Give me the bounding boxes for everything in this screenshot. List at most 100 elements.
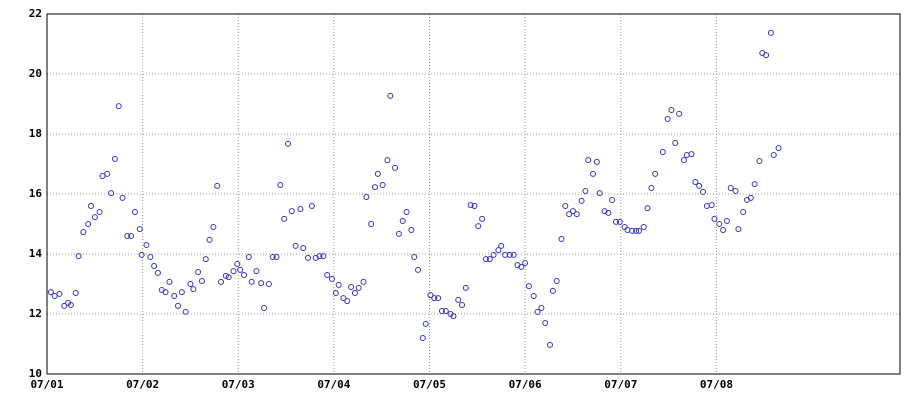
point	[277, 182, 284, 188]
point	[549, 287, 556, 294]
point	[668, 107, 675, 113]
point	[210, 224, 217, 230]
point	[442, 308, 449, 314]
point	[131, 209, 138, 215]
x-tick-label: 07/06	[509, 378, 542, 391]
point	[108, 190, 115, 197]
point	[498, 242, 505, 249]
point	[727, 185, 734, 191]
point	[692, 179, 699, 185]
point	[340, 295, 347, 302]
point	[360, 278, 367, 285]
point	[427, 292, 434, 299]
point	[300, 245, 307, 251]
point	[415, 266, 422, 273]
point	[585, 157, 592, 164]
point	[482, 256, 489, 263]
point	[119, 194, 126, 201]
point	[47, 289, 54, 296]
point	[510, 251, 517, 258]
point	[344, 298, 351, 305]
point	[562, 203, 569, 209]
point	[708, 202, 715, 209]
point	[621, 224, 628, 230]
point	[459, 302, 466, 308]
point	[542, 320, 549, 326]
x-tick-label: 07/01	[30, 378, 63, 391]
point	[332, 290, 339, 296]
point	[431, 295, 438, 302]
x-tick-label: 07/02	[126, 378, 159, 391]
point	[605, 209, 612, 216]
point	[696, 182, 703, 189]
y-tick-label: 20	[29, 67, 42, 80]
point	[281, 215, 288, 222]
point	[629, 227, 636, 234]
plot-frame	[46, 13, 901, 375]
point	[395, 230, 402, 237]
point	[467, 202, 474, 209]
y-tick-label: 12	[29, 307, 42, 320]
point	[316, 253, 323, 260]
point	[633, 227, 640, 234]
point	[67, 302, 74, 308]
point	[248, 278, 255, 285]
point	[399, 218, 406, 224]
point	[80, 229, 87, 236]
point	[703, 203, 710, 209]
point	[756, 158, 763, 164]
point	[297, 206, 304, 212]
point	[723, 218, 730, 224]
point	[85, 221, 92, 227]
point	[284, 140, 291, 147]
point	[502, 251, 509, 258]
point	[688, 151, 695, 158]
point	[547, 341, 554, 348]
point	[435, 295, 442, 302]
point	[566, 211, 573, 218]
point	[368, 221, 375, 227]
x-tick-label: 07/04	[317, 378, 350, 391]
point	[96, 209, 103, 215]
point	[384, 157, 391, 164]
point	[408, 227, 415, 233]
point	[683, 152, 690, 158]
point	[659, 149, 666, 155]
point	[363, 194, 370, 200]
point	[558, 236, 565, 242]
point	[770, 152, 777, 158]
point	[711, 215, 718, 222]
point	[751, 181, 758, 188]
x-tick-label: 07/08	[700, 378, 733, 391]
point	[590, 170, 597, 177]
point	[612, 218, 619, 225]
point	[218, 278, 225, 285]
point	[596, 190, 603, 197]
y-tick-label: 22	[29, 7, 42, 20]
point	[720, 227, 727, 233]
point	[530, 293, 537, 299]
point	[462, 284, 469, 291]
point	[75, 253, 82, 260]
point	[234, 260, 241, 267]
point	[438, 308, 445, 314]
point	[735, 226, 742, 233]
point	[206, 236, 213, 243]
point	[222, 272, 229, 279]
point	[237, 266, 244, 273]
point	[538, 305, 545, 311]
point	[288, 208, 295, 215]
point	[593, 158, 600, 165]
point	[305, 254, 312, 261]
point	[171, 293, 178, 299]
point	[775, 145, 782, 152]
point	[195, 269, 202, 275]
y-tick-label: 16	[29, 187, 43, 200]
point	[308, 203, 315, 209]
point	[740, 209, 747, 215]
y-tick-label: 18	[29, 127, 42, 140]
point	[87, 203, 94, 209]
point	[716, 221, 723, 227]
point	[56, 290, 63, 297]
